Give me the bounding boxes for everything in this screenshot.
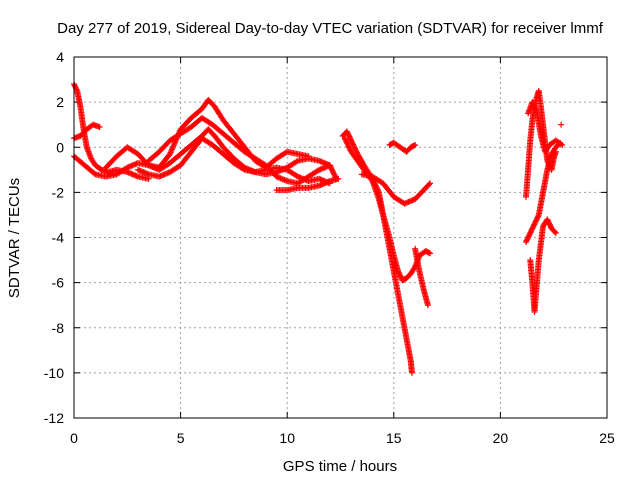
data-point <box>408 369 415 376</box>
data-point <box>350 141 357 148</box>
data-point <box>240 165 247 172</box>
data-point <box>330 169 337 176</box>
data-point <box>531 221 538 228</box>
data-point <box>551 228 558 235</box>
data-point <box>328 165 335 172</box>
data-point <box>348 137 355 144</box>
data-point <box>528 226 535 233</box>
data-point <box>522 239 529 246</box>
data-point <box>528 228 535 235</box>
data-point <box>533 215 540 222</box>
data-point <box>73 86 80 93</box>
x-tick-label: 10 <box>279 430 295 446</box>
data-point <box>529 225 536 232</box>
data-point <box>305 153 312 160</box>
data-point <box>329 167 336 174</box>
data-point <box>552 148 559 155</box>
y-tick-label: 4 <box>56 49 64 65</box>
chart-title: Day 277 of 2019, Sidereal Day-to-day VTE… <box>57 20 604 37</box>
data-point <box>343 139 350 146</box>
data-point <box>344 140 351 147</box>
y-axis-label: SDTVAR / TECUs <box>6 178 23 298</box>
x-tick-label: 5 <box>177 430 185 446</box>
plot-frame <box>73 56 608 419</box>
data-point <box>535 213 542 220</box>
data-point <box>530 222 537 229</box>
data-point <box>559 141 566 148</box>
y-tick-label: -10 <box>44 365 64 381</box>
data-point <box>348 138 355 145</box>
data-point <box>342 136 349 143</box>
data-point <box>523 237 530 244</box>
data-point <box>527 229 534 236</box>
data-point <box>427 180 434 187</box>
data-point <box>412 141 419 148</box>
data-point <box>71 82 78 89</box>
data-point <box>525 233 532 240</box>
data-point <box>557 141 564 148</box>
y-tick-label: 0 <box>56 139 64 155</box>
data-point <box>425 181 432 188</box>
data-point <box>335 175 342 182</box>
data-point <box>526 230 533 237</box>
data-point <box>533 106 540 113</box>
y-tick-label: -2 <box>52 184 65 200</box>
x-tick-label: 25 <box>599 430 615 446</box>
data-point <box>524 234 531 241</box>
data-point <box>533 217 540 224</box>
data-point <box>343 137 350 144</box>
data-point <box>350 142 357 149</box>
data-point <box>349 140 356 147</box>
y-tick-label: 2 <box>56 94 64 110</box>
data-point <box>96 123 103 130</box>
data-point <box>532 218 539 225</box>
data-point <box>344 141 351 148</box>
x-axis-label: GPS time / hours <box>283 458 397 475</box>
grid-lines <box>74 57 607 418</box>
data-point <box>352 146 359 153</box>
y-tick-label: -6 <box>52 275 65 291</box>
data-point <box>558 121 565 128</box>
data-point <box>346 146 353 153</box>
data-point <box>351 144 358 151</box>
x-tick-label: 20 <box>493 430 509 446</box>
x-tick-label: 15 <box>386 430 402 446</box>
data-point <box>72 83 79 90</box>
data-point <box>424 302 431 309</box>
data-point <box>328 166 335 173</box>
data-point <box>91 170 98 177</box>
data-point <box>524 236 531 243</box>
data-point <box>331 171 338 178</box>
data-point <box>351 145 358 152</box>
data-point <box>531 220 538 227</box>
y-tick-label: -12 <box>44 410 64 426</box>
data-point <box>345 143 352 150</box>
data-point <box>293 158 300 165</box>
data-point <box>347 136 354 143</box>
data-point <box>327 163 334 170</box>
data-point <box>534 214 541 221</box>
data-point <box>530 224 537 231</box>
data-point <box>326 162 333 169</box>
data-point <box>353 148 360 155</box>
y-tick-label: -8 <box>52 320 65 336</box>
data-point <box>526 232 533 239</box>
data-point <box>346 144 353 151</box>
data-point <box>341 135 348 142</box>
data-point <box>427 250 434 257</box>
x-tick-label: 0 <box>70 430 78 446</box>
y-tick-label: -4 <box>52 230 65 246</box>
data-point <box>552 229 559 236</box>
data-point <box>330 170 337 177</box>
data-points <box>71 81 566 376</box>
